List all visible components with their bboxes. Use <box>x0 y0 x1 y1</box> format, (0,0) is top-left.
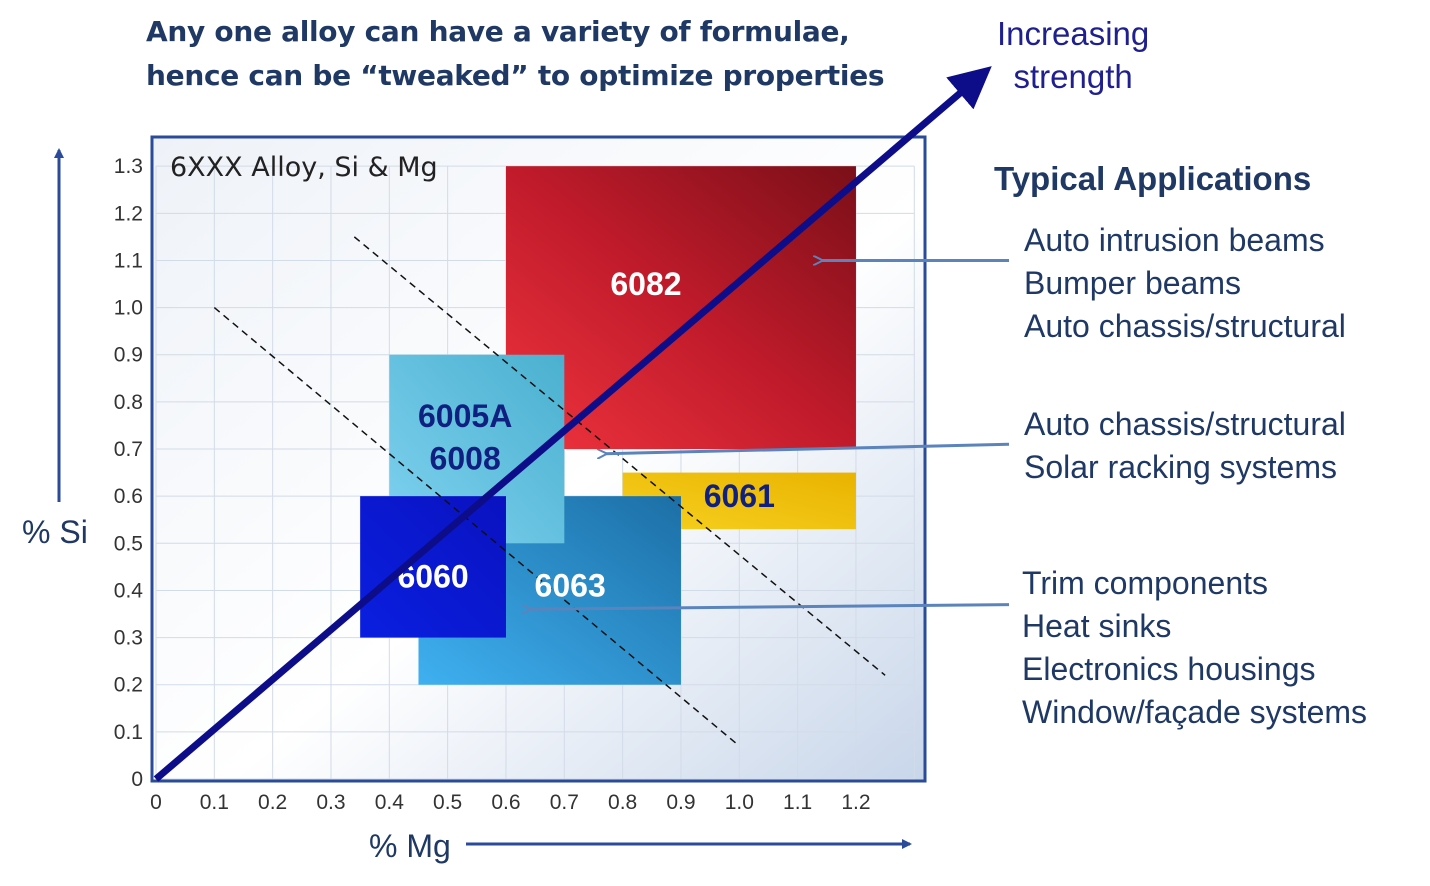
iso-strength-lines <box>213 236 886 747</box>
application-group-6063: Trim components Heat sinks Electronics h… <box>1022 562 1367 734</box>
headline-line-2: hence can be “tweaked” to optimize prope… <box>146 59 885 92</box>
application-item: Auto intrusion beams <box>1024 222 1325 258</box>
application-group-6005a: Auto chassis/structural Solar racking sy… <box>1024 403 1346 489</box>
pointer-arrow <box>605 442 1010 453</box>
y-tick-labels: 0 0.1 0.2 0.3 0.4 0.5 0.6 0.7 0.8 0.9 1.0 1.1 1.2 1.3 <box>114 155 144 791</box>
application-pointers <box>529 260 1010 610</box>
y-tick-label: 0.4 <box>114 579 144 602</box>
application-item: Trim components <box>1022 565 1268 601</box>
y-tick-label: 0 <box>131 768 143 791</box>
plot-frame <box>150 135 927 783</box>
x-tick-labels: 0 0.1 0.2 0.3 0.4 0.5 0.6 0.7 0.8 0.9 1.0 1.1 1.2 <box>150 791 870 814</box>
y-tick-label: 1.1 <box>114 249 143 272</box>
region-label: 6061 <box>704 478 775 514</box>
strength-caption: Increasing strength <box>997 12 1149 98</box>
y-tick-label: 0.3 <box>114 627 143 650</box>
x-tick-label: 0.7 <box>550 791 579 814</box>
region-label: 6063 <box>535 568 606 604</box>
pointer-arrow <box>529 603 1010 610</box>
applications-title: Typical Applications <box>994 160 1312 197</box>
x-tick-label: 0.1 <box>200 791 229 814</box>
y-tick-label: 0.1 <box>114 721 143 744</box>
x-tick-label: 0.4 <box>375 791 405 814</box>
application-item: Auto chassis/structural <box>1024 406 1346 442</box>
x-axis-label: % Mg <box>369 828 451 864</box>
y-tick-label: 1.0 <box>114 297 143 320</box>
region-label: 6008 <box>430 440 501 476</box>
application-item: Solar racking systems <box>1024 449 1337 485</box>
region-label: 6082 <box>610 266 681 302</box>
y-tick-label: 1.2 <box>114 202 143 225</box>
y-tick-label: 0.7 <box>114 438 143 461</box>
strength-caption-line-2: strength <box>1013 58 1133 95</box>
x-tick-label: 0 <box>150 791 162 814</box>
x-tick-label: 0.6 <box>491 791 520 814</box>
application-item: Electronics housings <box>1022 651 1316 687</box>
x-tick-label: 1.1 <box>783 791 812 814</box>
strength-caption-line-1: Increasing <box>997 15 1150 52</box>
headline-line-1: Any one alloy can have a variety of form… <box>146 15 850 48</box>
headline: Any one alloy can have a variety of form… <box>146 10 885 98</box>
y-tick-label: 1.3 <box>114 155 143 178</box>
x-tick-label: 0.9 <box>666 791 695 814</box>
region-6060 <box>360 496 506 638</box>
y-tick-label: 0.2 <box>114 674 143 697</box>
x-tick-label: 0.5 <box>433 791 462 814</box>
application-item: Bumper beams <box>1024 265 1241 301</box>
strength-arrow <box>153 66 992 782</box>
y-tick-label: 0.8 <box>114 391 143 414</box>
x-tick-label: 0.2 <box>258 791 287 814</box>
application-item: Heat sinks <box>1022 608 1172 644</box>
application-item: Auto chassis/structural <box>1024 308 1346 344</box>
y-axis-label: % Si <box>22 514 88 550</box>
application-group-6082: Auto intrusion beams Bumper beams Auto c… <box>1024 219 1346 348</box>
alloy-regions <box>360 166 856 685</box>
y-tick-label: 0.6 <box>114 485 143 508</box>
y-tick-label: 0.9 <box>114 344 143 367</box>
region-label: 6005A <box>418 398 512 434</box>
application-item: Window/façade systems <box>1022 694 1368 730</box>
dashed-line <box>213 307 740 747</box>
x-tick-label: 0.3 <box>316 791 345 814</box>
dashed-line <box>353 236 886 676</box>
x-tick-label: 0.8 <box>608 791 637 814</box>
chart-title: 6XXX Alloy, Si & Mg <box>170 152 438 183</box>
x-tick-label: 1.0 <box>725 791 754 814</box>
y-tick-label: 0.5 <box>114 532 143 555</box>
x-tick-label: 1.2 <box>841 791 870 814</box>
